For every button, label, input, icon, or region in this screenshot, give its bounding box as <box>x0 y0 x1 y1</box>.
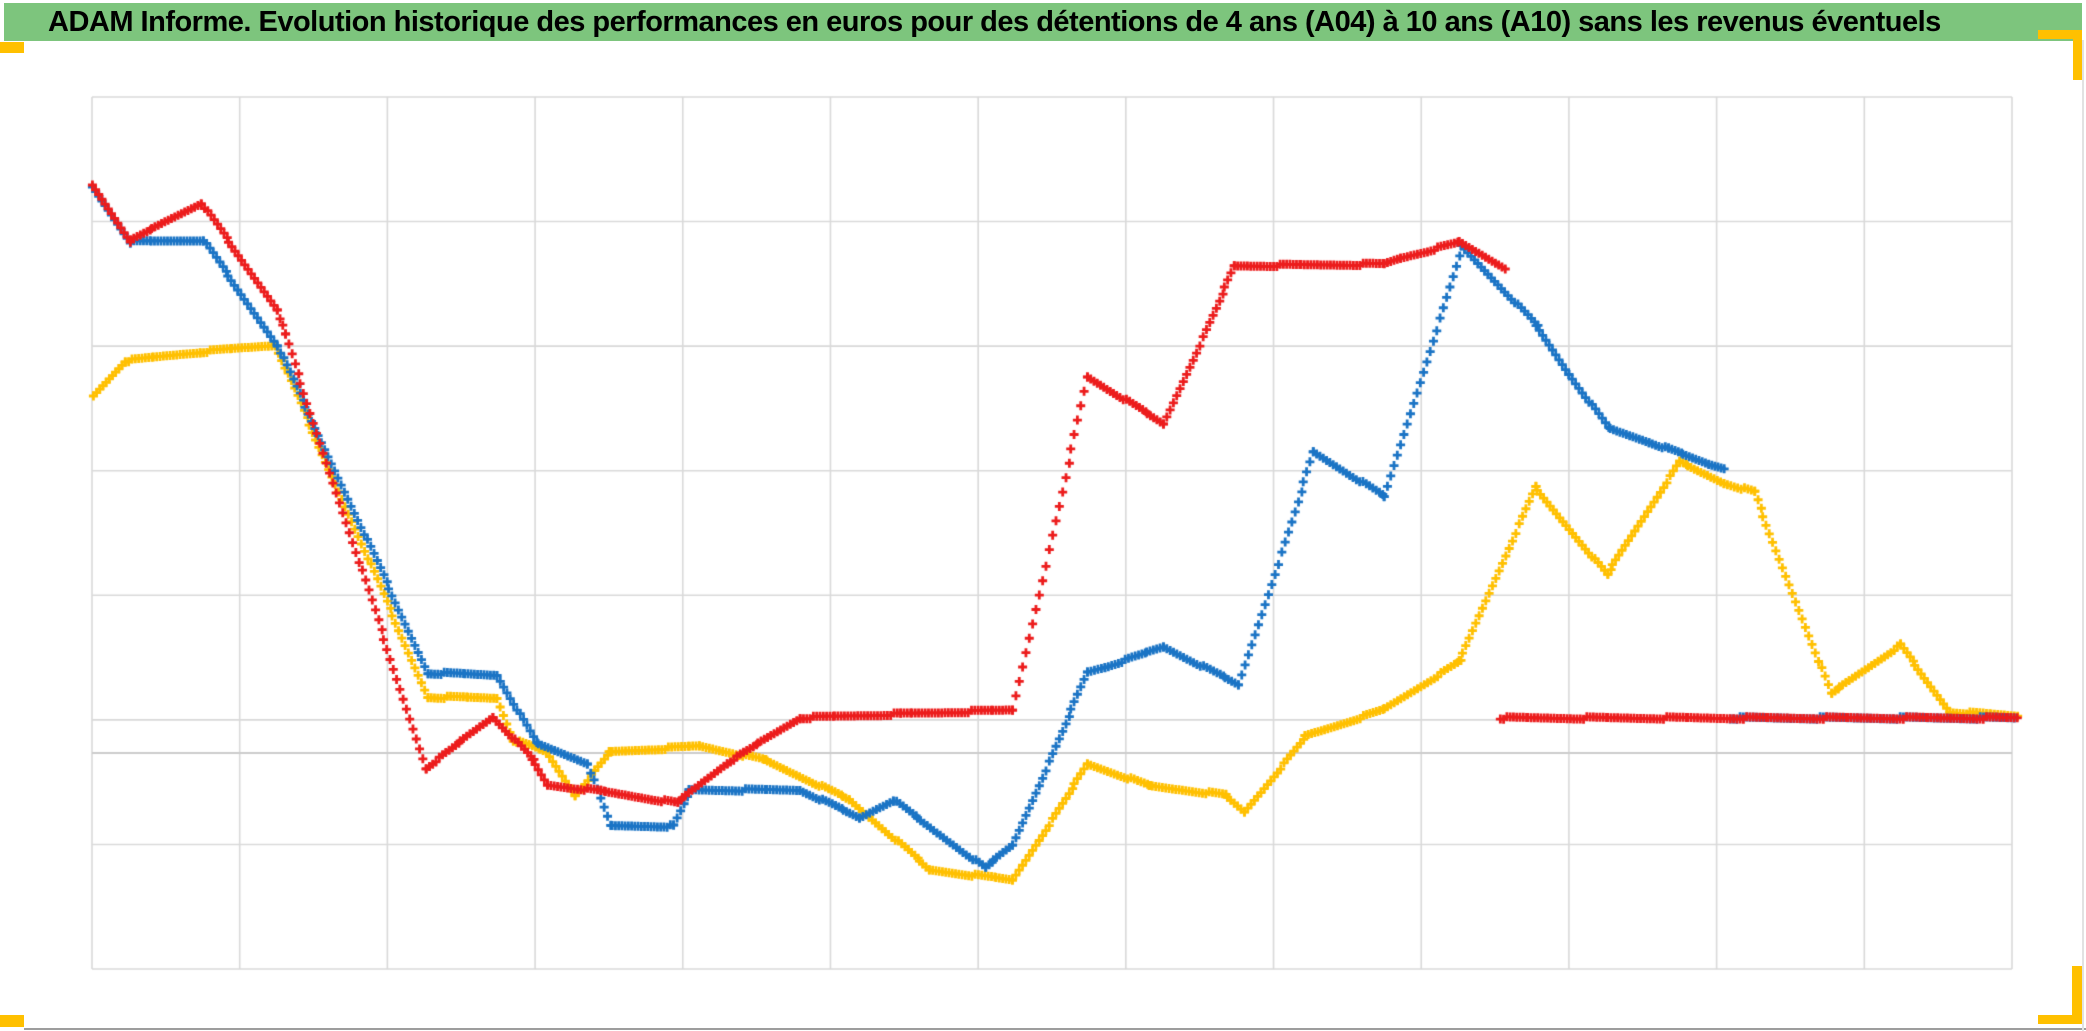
performance-line-chart[interactable] <box>0 0 2086 1031</box>
